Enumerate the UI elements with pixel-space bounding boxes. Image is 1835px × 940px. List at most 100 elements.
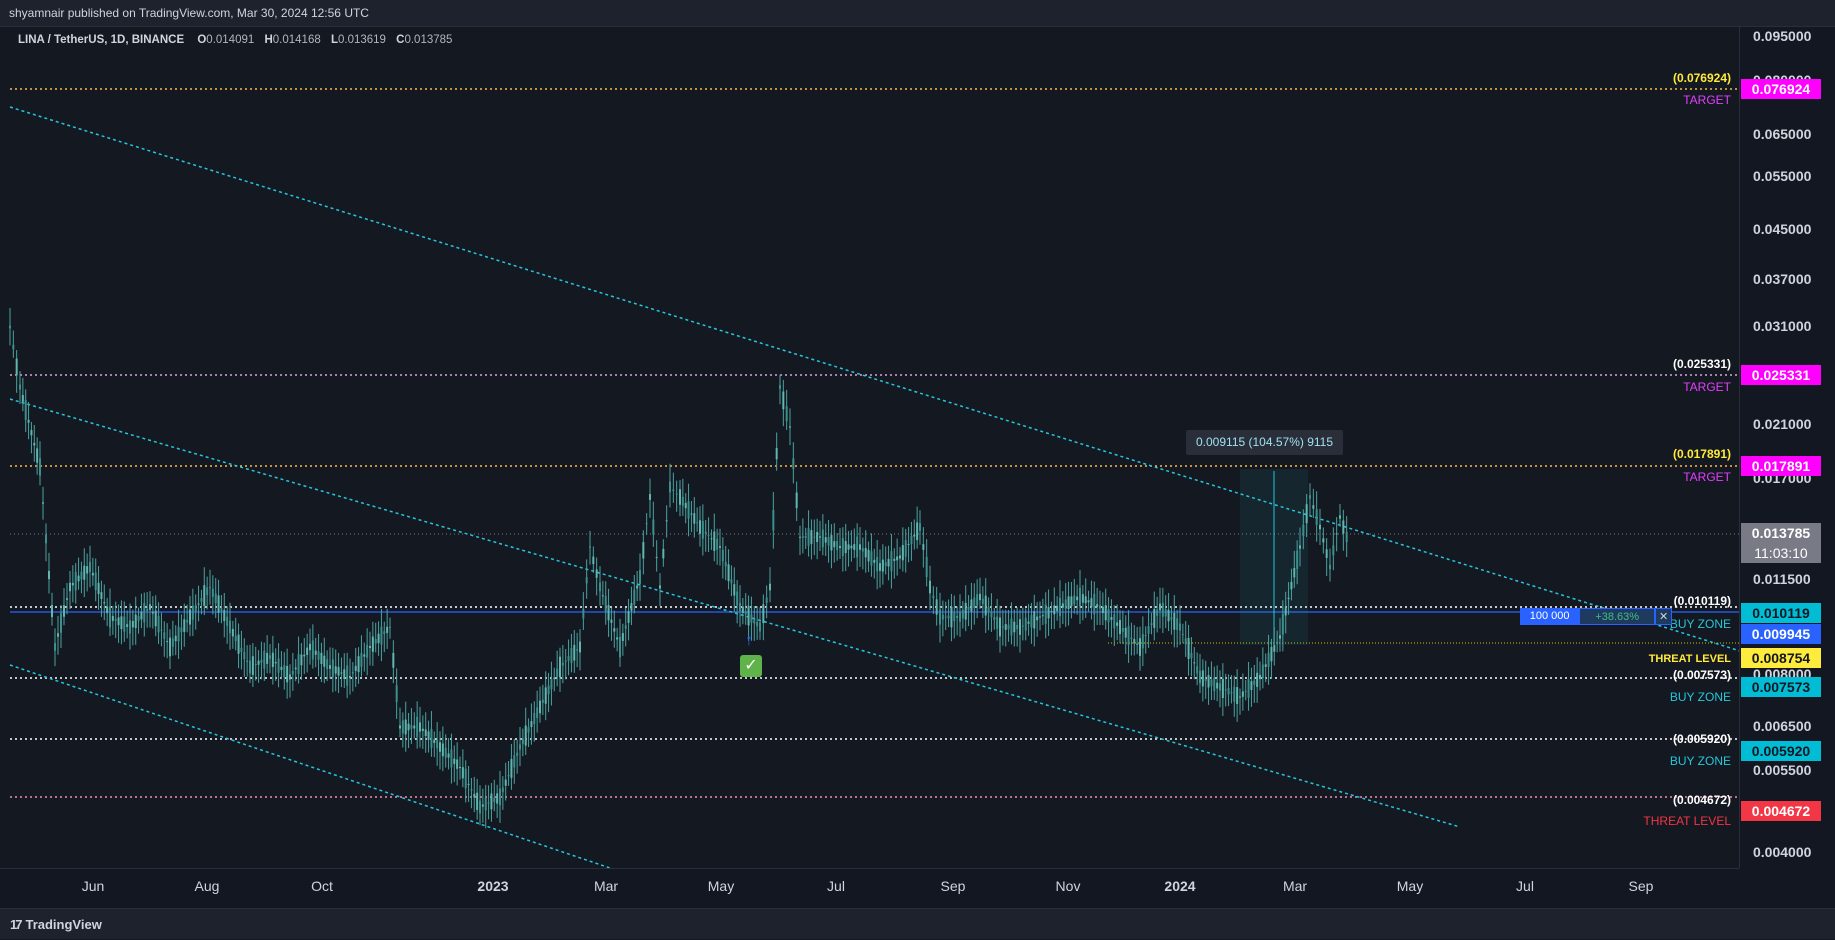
candle-body (1127, 626, 1130, 645)
candle-body (1207, 675, 1210, 688)
candle-body (479, 800, 481, 814)
candle-body (337, 667, 340, 676)
candle-body (984, 595, 987, 616)
candle-body (947, 615, 950, 619)
candle-body (756, 622, 759, 627)
level-name-target-2: TARGET (1683, 380, 1731, 394)
candle-body (922, 544, 925, 550)
candle-body (266, 652, 269, 664)
time-label: Jul (1516, 878, 1534, 894)
tradingview-brand[interactable]: TradingView (25, 917, 102, 932)
chart-pane[interactable] (0, 27, 1739, 868)
candle-body (496, 793, 499, 804)
candle-body (109, 606, 111, 628)
candle-body (363, 654, 366, 657)
candle-body (69, 582, 71, 592)
candle-body (1004, 624, 1007, 630)
candle-body (1284, 607, 1287, 616)
candle-body (550, 679, 553, 690)
candle-body (380, 626, 383, 645)
candle-body (143, 603, 146, 623)
candle-body (533, 712, 536, 724)
candle-body (679, 489, 681, 505)
price-tick: 0.005500 (1753, 762, 1812, 778)
candle-body (576, 649, 579, 651)
candle-body (964, 602, 967, 620)
candle-body (727, 564, 730, 582)
candle-body (1335, 533, 1338, 535)
tradingview-logo-icon[interactable]: 17 (10, 917, 23, 932)
price-chart[interactable] (0, 27, 1739, 868)
candle-body (935, 599, 938, 615)
candle-body (436, 739, 439, 749)
candle-body (662, 548, 665, 559)
candle-body (374, 638, 377, 644)
candle-body (570, 648, 573, 664)
candle-body (251, 656, 254, 675)
candle-body (801, 536, 804, 538)
candle-body (189, 609, 191, 625)
candle-body (867, 549, 870, 562)
candle-body (684, 502, 687, 509)
candle-body (1039, 616, 1041, 618)
candle-body (326, 659, 329, 670)
candle-body (1319, 524, 1321, 530)
position-close-button[interactable]: ✕ (1655, 608, 1672, 625)
candle-body (507, 774, 510, 777)
candle-body (1010, 618, 1013, 636)
candle-body (929, 580, 931, 594)
candle-body (1107, 608, 1110, 623)
candle-body (401, 720, 404, 734)
candle-body (12, 344, 15, 350)
time-scale[interactable] (0, 868, 1739, 908)
time-label: Mar (1282, 878, 1308, 894)
candle-body (939, 609, 941, 625)
candle-body (416, 716, 419, 738)
candle-body (833, 541, 836, 548)
candle-body (607, 605, 610, 621)
candle-body (589, 546, 591, 548)
candle-body (1007, 624, 1010, 630)
candle-body (1312, 505, 1315, 509)
price-badge-entry: 0.009945 (1741, 624, 1821, 644)
position-widget[interactable]: 100 000 +38.63% ✕ (1520, 608, 1672, 625)
candle-body (217, 595, 220, 613)
candle-body (844, 540, 847, 554)
candle-body (257, 660, 260, 665)
candle-body (747, 605, 750, 626)
candle-body (839, 545, 841, 549)
candle-body (1181, 634, 1184, 636)
candle-body (271, 652, 274, 667)
candle-body (1099, 605, 1101, 609)
candle-body (151, 611, 154, 614)
candle-body (177, 626, 180, 642)
candle-body (810, 530, 813, 544)
candle-body (413, 725, 416, 729)
price-scale[interactable] (1739, 27, 1835, 868)
candle-body (696, 522, 699, 524)
candle-body (1001, 626, 1004, 628)
candle-body (39, 458, 41, 476)
candle-body (621, 633, 624, 641)
candle-body (1056, 605, 1059, 612)
price-tick: 0.095000 (1753, 28, 1812, 44)
candle-body (1081, 594, 1084, 603)
candle-body (561, 662, 564, 666)
candle-body (1144, 635, 1147, 637)
candle-body (896, 556, 899, 561)
candle-body (51, 604, 53, 618)
candle-body (585, 577, 588, 584)
position-qty[interactable]: 100 000 (1520, 608, 1580, 625)
high-label: H (264, 34, 273, 46)
candle-body (501, 787, 504, 793)
candle-body (775, 448, 778, 460)
candle-body (827, 536, 830, 546)
candle-body (582, 608, 585, 619)
candle-body (1302, 524, 1305, 536)
level-name-threat-1: THREAT LEVEL (1648, 653, 1731, 665)
candle-body (841, 538, 844, 556)
candle-body (126, 624, 129, 627)
level-value-target-1: (0.076924) (1672, 71, 1731, 85)
candle-body (1104, 605, 1107, 621)
candle-body (343, 669, 346, 679)
